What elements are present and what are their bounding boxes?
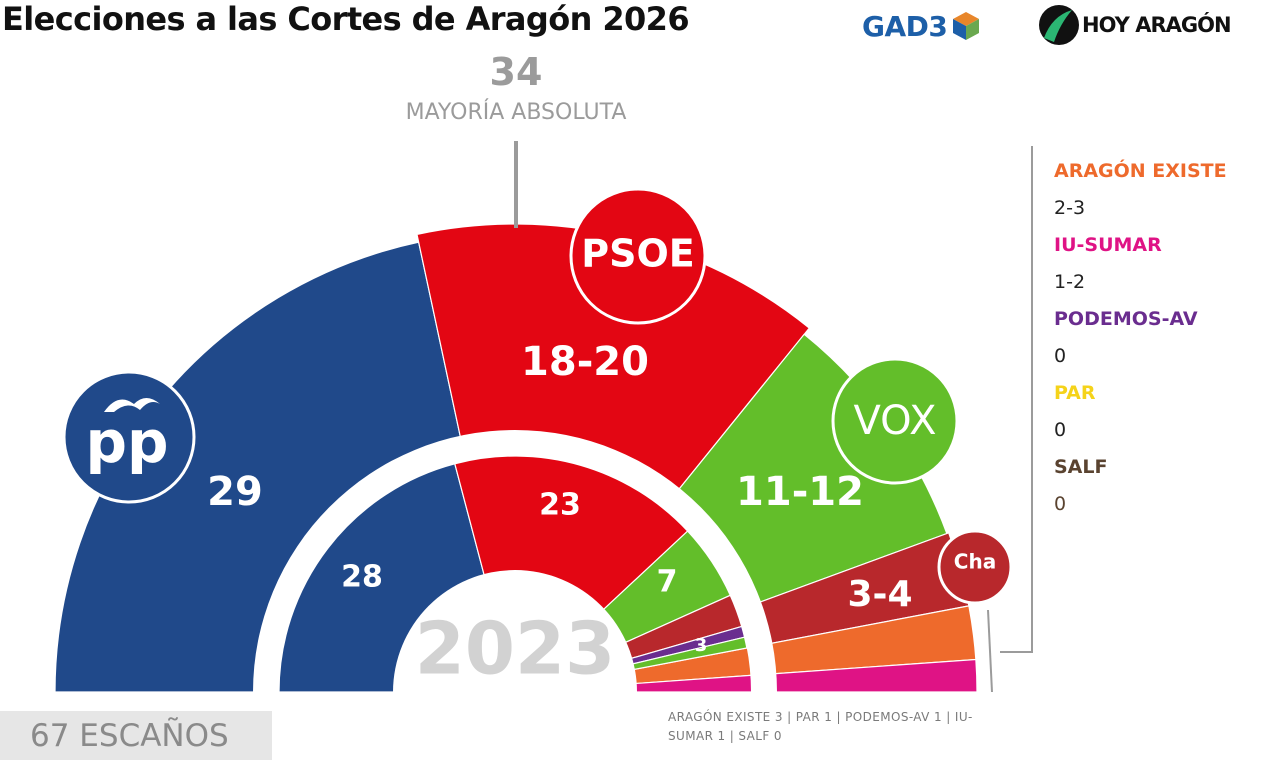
outer-label-psoe: 18-20 xyxy=(521,339,649,385)
outer-label-cha: 3-4 xyxy=(847,574,912,615)
psoe-logo-icon xyxy=(569,187,707,325)
majority-number: 34 xyxy=(489,50,543,94)
center-hole xyxy=(393,570,637,692)
inner-ring-2023 xyxy=(278,455,748,694)
footnote-2023-minor-parties: ARAGÓN EXISTE 3 | PAR 1 | PODEMOS-AV 1 |… xyxy=(668,710,973,743)
seat-labels: 29 18-20 11-12 3-4 28 23 7 3 2023 xyxy=(207,339,912,691)
cha-logo-icon xyxy=(937,529,1013,605)
gad3-cube-icon xyxy=(953,12,980,40)
legend-item: IU-SUMAR 1-2 xyxy=(1054,230,1227,304)
legend-value-iu-sumar: 1-2 xyxy=(1054,271,1086,293)
legend-item: PAR 0 xyxy=(1054,378,1227,452)
legend-bracket xyxy=(1000,146,1033,653)
party-logos: pp PSOE VOX Cha xyxy=(62,187,1013,605)
total-seats-label: 67 ESCAÑOS xyxy=(0,711,272,760)
legend-name-iu-sumar: IU-SUMAR xyxy=(1054,234,1162,256)
legend-value-aragon-existe: 2-3 xyxy=(1054,197,1086,219)
hoy-aragon-logo-text: HOY ARAGÓN xyxy=(1082,13,1232,37)
hoy-aragon-circle-icon xyxy=(1039,5,1079,45)
inner-label-psoe: 23 xyxy=(539,488,581,523)
legend-item: ARAGÓN EXISTE 2-3 xyxy=(1054,156,1227,230)
legend-name-podemos-av: PODEMOS-AV xyxy=(1054,308,1198,330)
legend-item: PODEMOS-AV 0 xyxy=(1054,304,1227,378)
inner-label-cha: 3 xyxy=(695,635,708,656)
legend-value-podemos-av: 0 xyxy=(1054,345,1067,367)
psoe-logo-text: PSOE xyxy=(581,232,694,276)
hoy-aragon-logo: HOY ARAGÓN xyxy=(1038,4,1232,46)
gad3-logo-text: GAD3 xyxy=(862,9,948,43)
legend-name-salf: SALF xyxy=(1054,456,1108,478)
outer-label-vox: 11-12 xyxy=(736,469,864,515)
legend-bracket-tail xyxy=(987,609,993,693)
legend-name-aragon-existe: ARAGÓN EXISTE xyxy=(1054,160,1227,182)
center-year-label: 2023 xyxy=(415,607,615,691)
legend-item: SALF 0 xyxy=(1054,452,1227,526)
gad3-logo: GAD3 xyxy=(862,8,981,44)
inner-label-pp: 28 xyxy=(341,560,383,595)
inner-label-vox: 7 xyxy=(657,565,678,600)
vox-logo-text: VOX xyxy=(854,398,937,444)
pp-logo-text: pp xyxy=(85,408,168,476)
pp-logo-icon xyxy=(62,370,196,504)
legend-value-salf: 0 xyxy=(1054,493,1067,515)
legend-value-par: 0 xyxy=(1054,419,1067,441)
minor-parties-legend: ARAGÓN EXISTE 2-3 IU-SUMAR 1-2 PODEMOS-A… xyxy=(1054,156,1227,526)
majority-label: MAYORÍA ABSOLUTA xyxy=(405,100,627,125)
legend-name-par: PAR xyxy=(1054,382,1096,404)
chart-decorations xyxy=(514,141,1033,693)
vox-logo-icon xyxy=(831,357,959,485)
chart-title: Elecciones a las Cortes de Aragón 2026 xyxy=(2,0,690,38)
cha-logo-text: Cha xyxy=(954,550,996,574)
pp-gull-icon xyxy=(104,398,160,412)
outer-label-pp: 29 xyxy=(207,469,263,515)
